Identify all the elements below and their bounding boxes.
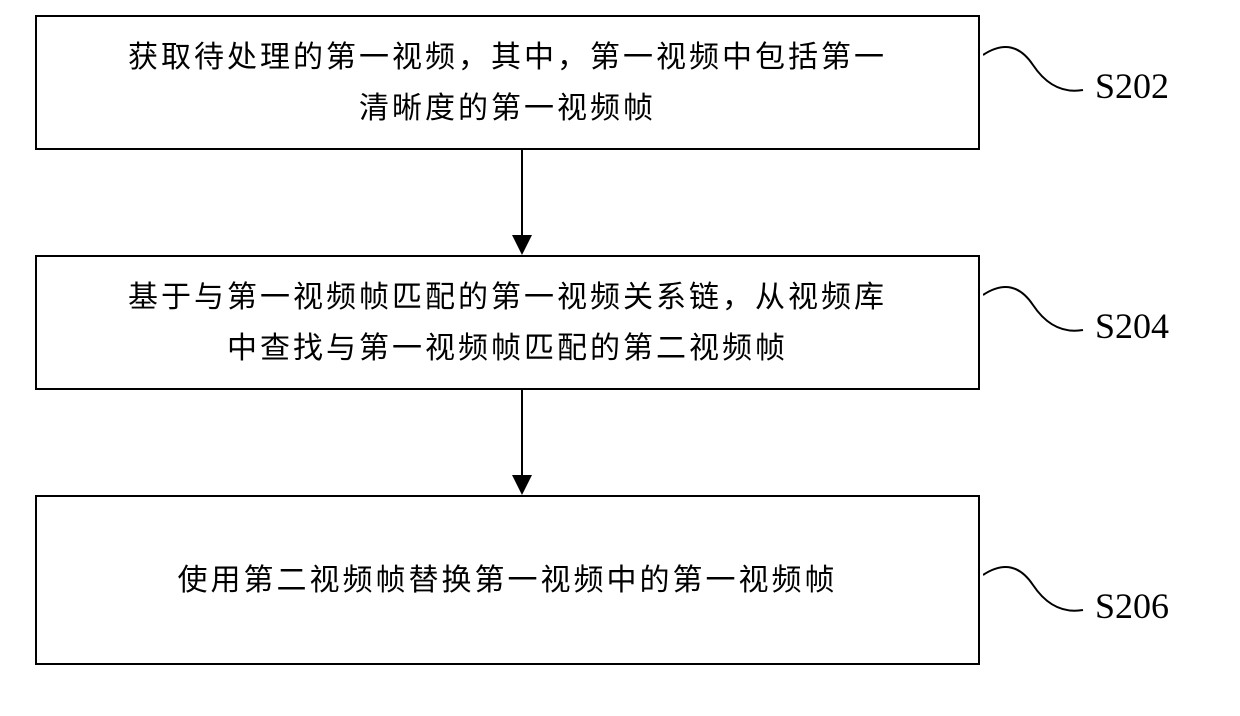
step-label-s206: S206 xyxy=(1095,585,1169,627)
arrow-s202-to-s204 xyxy=(507,150,537,255)
step-label-s204: S204 xyxy=(1095,305,1169,347)
step-text-line2: 中查找与第一视频帧匹配的第二视频帧 xyxy=(227,332,788,365)
step-text-line1: 基于与第一视频帧匹配的第一视频关系链，从视频库 xyxy=(128,281,887,314)
curve-connector-s206 xyxy=(983,555,1093,655)
step-text-s202: 获取待处理的第一视频，其中，第一视频中包括第一 清晰度的第一视频帧 xyxy=(128,32,887,134)
curve-connector-s202 xyxy=(983,35,1093,135)
curve-connector-s204 xyxy=(983,275,1093,375)
flowchart-container: 获取待处理的第一视频，其中，第一视频中包括第一 清晰度的第一视频帧 S202 基… xyxy=(35,15,1205,705)
step-box-s204: 基于与第一视频帧匹配的第一视频关系链，从视频库 中查找与第一视频帧匹配的第二视频… xyxy=(35,255,980,390)
step-text-s206: 使用第二视频帧替换第一视频中的第一视频帧 xyxy=(178,555,838,606)
step-text-line1: 使用第二视频帧替换第一视频中的第一视频帧 xyxy=(178,564,838,597)
step-text-line1: 获取待处理的第一视频，其中，第一视频中包括第一 xyxy=(128,41,887,74)
step-label-s202: S202 xyxy=(1095,65,1169,107)
step-box-s202: 获取待处理的第一视频，其中，第一视频中包括第一 清晰度的第一视频帧 xyxy=(35,15,980,150)
step-box-s206: 使用第二视频帧替换第一视频中的第一视频帧 xyxy=(35,495,980,665)
step-text-line2: 清晰度的第一视频帧 xyxy=(359,92,656,125)
step-text-s204: 基于与第一视频帧匹配的第一视频关系链，从视频库 中查找与第一视频帧匹配的第二视频… xyxy=(128,272,887,374)
arrow-s204-to-s206 xyxy=(507,390,537,495)
